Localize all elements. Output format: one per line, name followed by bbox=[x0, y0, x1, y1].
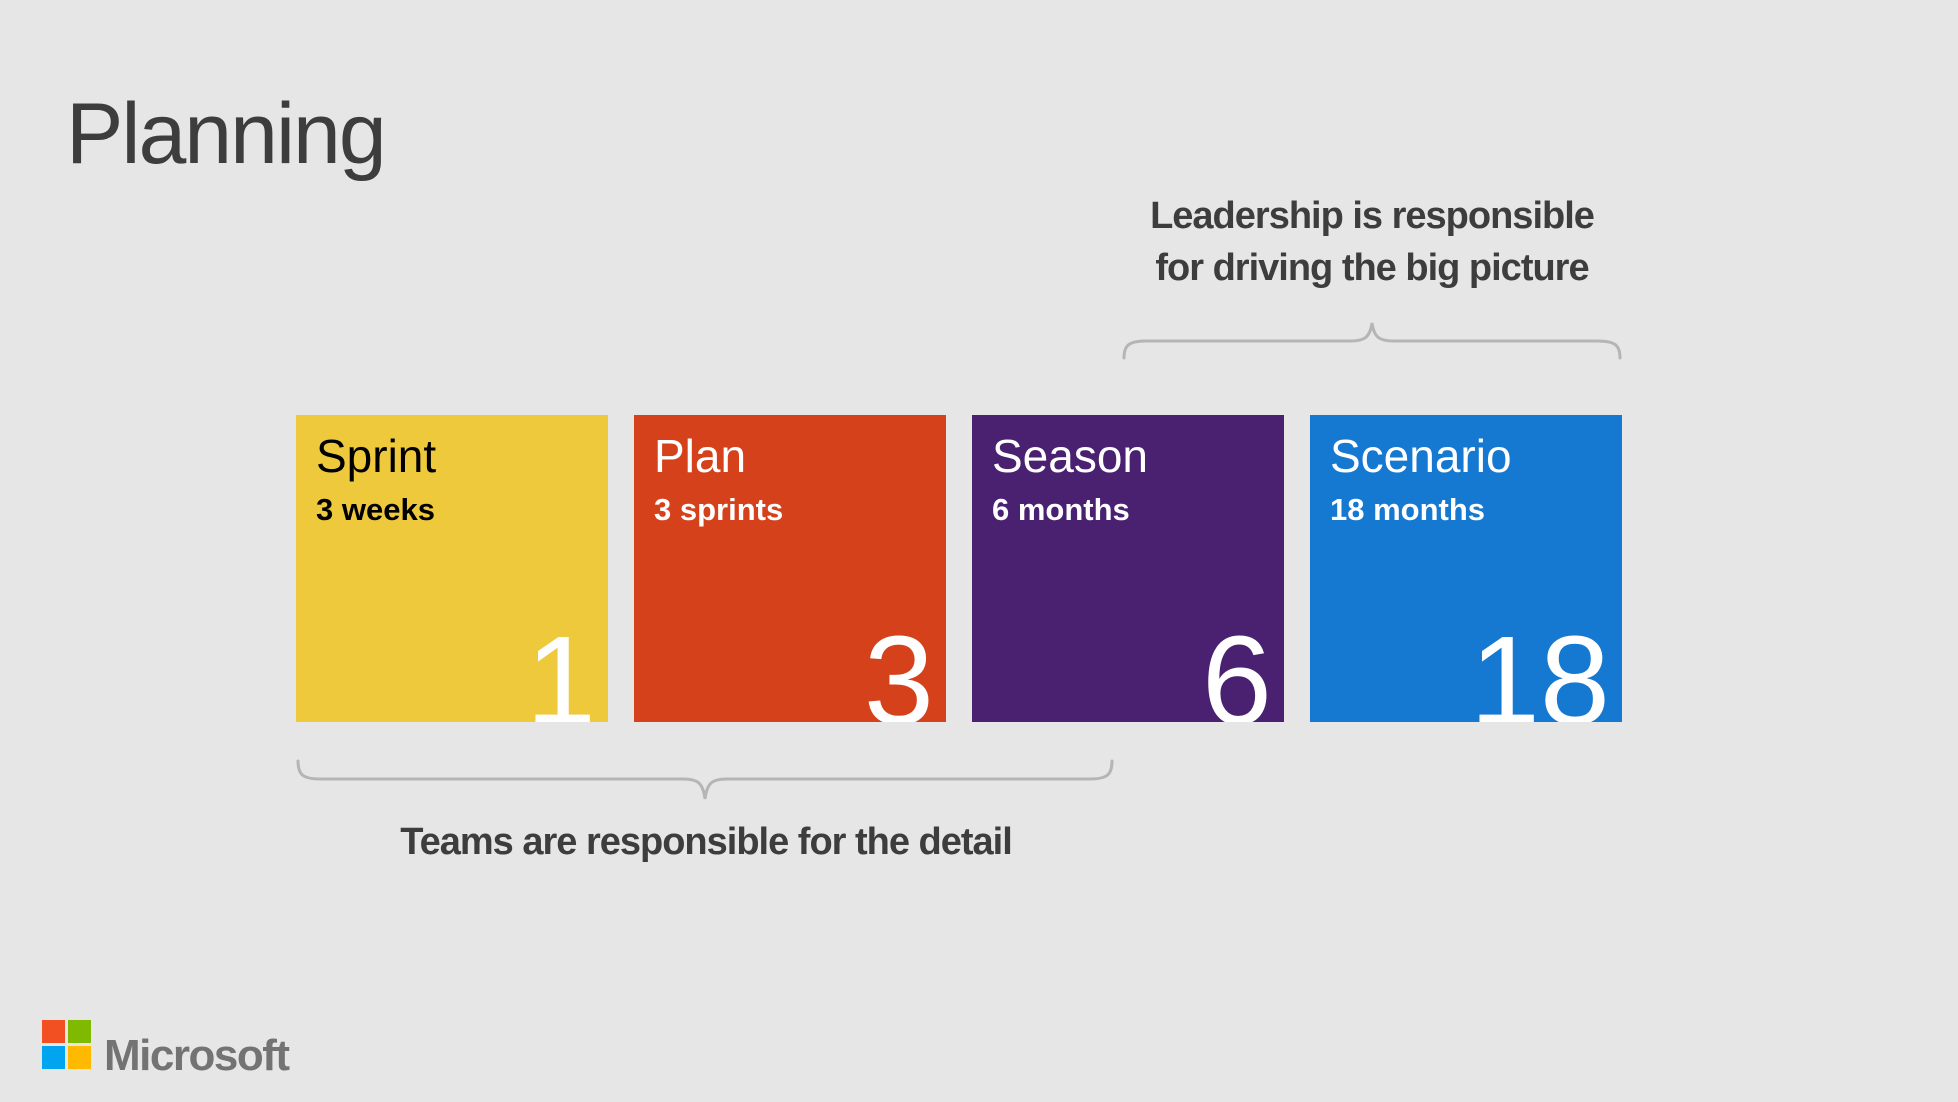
leadership-brace-icon bbox=[1122, 320, 1622, 362]
season-box-number: 6 bbox=[1201, 610, 1272, 723]
microsoft-logo-blue-square bbox=[42, 1046, 65, 1069]
sprint-box-title: Sprint bbox=[316, 430, 437, 482]
microsoft-logo-yellow-square bbox=[68, 1046, 91, 1069]
sprint-box-duration: 3 weeks bbox=[316, 492, 435, 527]
plan-box-number: 3 bbox=[863, 610, 934, 723]
sprint-box: Sprint 3 weeks 1 bbox=[296, 415, 608, 722]
microsoft-logo: Microsoft bbox=[42, 1020, 290, 1078]
season-box: Season 6 months 6 bbox=[972, 415, 1284, 722]
scenario-box-duration: 18 months bbox=[1330, 492, 1486, 527]
leadership-annotation-line1: Leadership is responsible bbox=[1150, 195, 1595, 237]
sprint-box-number: 1 bbox=[525, 610, 596, 723]
microsoft-logo-green-square bbox=[68, 1020, 91, 1043]
slide-title: Planning bbox=[66, 85, 387, 182]
plan-box-duration: 3 sprints bbox=[654, 492, 784, 527]
teams-annotation: Teams are responsible for the detail bbox=[400, 821, 1013, 863]
leadership-annotation: Leadership is responsible for driving th… bbox=[1022, 190, 1722, 294]
scenario-box-title: Scenario bbox=[1330, 430, 1512, 482]
plan-box: Plan 3 sprints 3 bbox=[634, 415, 946, 722]
teams-brace-icon bbox=[296, 758, 1114, 802]
season-box-duration: 6 months bbox=[992, 492, 1130, 527]
microsoft-logo-icon bbox=[42, 1020, 91, 1069]
season-box-title: Season bbox=[992, 430, 1149, 482]
leadership-annotation-line2: for driving the big picture bbox=[1155, 247, 1589, 289]
scenario-box: Scenario 18 months 18 bbox=[1310, 415, 1622, 722]
microsoft-wordmark: Microsoft bbox=[104, 1031, 290, 1080]
plan-box-title: Plan bbox=[654, 430, 747, 482]
microsoft-logo-red-square bbox=[42, 1020, 65, 1043]
scenario-box-number: 18 bbox=[1469, 610, 1610, 723]
